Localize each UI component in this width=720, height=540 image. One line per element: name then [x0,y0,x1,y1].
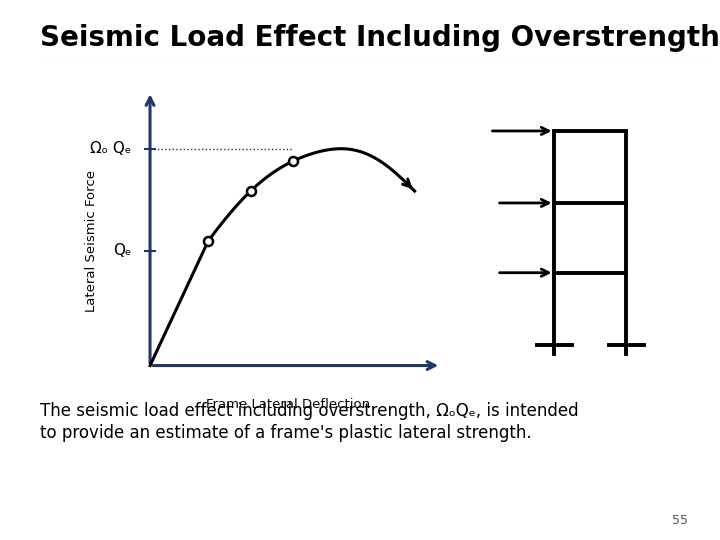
Text: Frame Lateral Deflection: Frame Lateral Deflection [206,398,369,411]
Text: Ωₒ Qₑ: Ωₒ Qₑ [90,141,132,156]
Text: Seismic Load Effect Including Overstrength: Seismic Load Effect Including Overstreng… [40,24,719,52]
Text: to provide an estimate of a frame's plastic lateral strength.: to provide an estimate of a frame's plas… [40,424,531,442]
Text: The seismic load effect including overstrength, ΩₒQₑ, is intended: The seismic load effect including overst… [40,402,578,420]
Text: Lateral Seismic Force: Lateral Seismic Force [85,170,99,312]
Text: Qₑ: Qₑ [113,244,132,259]
Text: 55: 55 [672,514,688,526]
